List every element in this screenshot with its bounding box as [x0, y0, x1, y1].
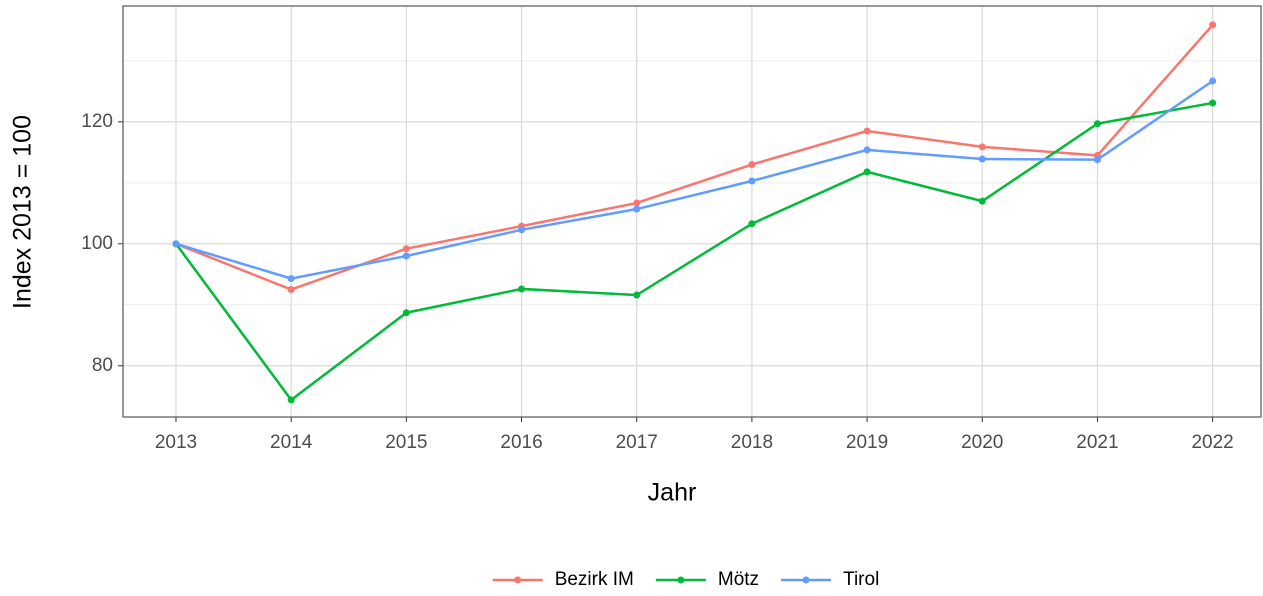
legend-label: Tirol: [843, 569, 879, 590]
point: [978, 197, 986, 205]
y-tick-label: 120: [81, 111, 113, 132]
point: [863, 127, 871, 135]
point: [402, 309, 410, 317]
x-tick-label: 2014: [270, 432, 313, 453]
point: [978, 155, 986, 163]
x-tick-label: 2019: [846, 432, 888, 453]
point: [1209, 77, 1217, 85]
point: [287, 275, 295, 283]
x-tick-label: 2018: [731, 432, 773, 453]
panel-border: [122, 5, 1262, 418]
point: [748, 220, 756, 228]
point: [633, 199, 641, 207]
x-tick-label: 2020: [961, 432, 1003, 453]
x-axis-title: Jahr: [648, 479, 697, 507]
point: [287, 396, 295, 404]
point: [1093, 120, 1101, 128]
point: [1209, 21, 1217, 29]
y-tick-label: 80: [92, 355, 113, 376]
series-line: [175, 24, 1214, 291]
legend-key-point: [677, 576, 685, 584]
point: [748, 177, 756, 185]
point: [748, 161, 756, 169]
legend-key-point: [514, 576, 522, 584]
legend-key-point: [802, 576, 810, 584]
point: [863, 146, 871, 154]
series-line: [175, 79, 1214, 280]
x-tick-label: 2017: [616, 432, 658, 453]
point: [287, 286, 295, 294]
point: [518, 285, 526, 293]
point: [863, 168, 871, 176]
y-axis-title: Index 2013 = 100: [9, 115, 37, 309]
x-tick-label: 2016: [500, 432, 542, 453]
point: [172, 240, 180, 248]
y-tick-label: 100: [81, 233, 113, 254]
legend-label: Mötz: [718, 569, 759, 590]
point: [402, 245, 410, 253]
x-tick-label: 2015: [385, 432, 427, 453]
x-tick-label: 2013: [155, 432, 197, 453]
point: [978, 143, 986, 151]
point: [402, 252, 410, 260]
series-line: [174, 101, 1213, 402]
legend-label: Bezirk IM: [555, 569, 634, 590]
point: [633, 205, 641, 213]
point: [1209, 99, 1217, 107]
x-tick-label: 2021: [1076, 432, 1118, 453]
x-tick-label: 2022: [1191, 432, 1233, 453]
point: [1093, 156, 1101, 164]
point: [518, 226, 526, 234]
point: [633, 291, 641, 299]
